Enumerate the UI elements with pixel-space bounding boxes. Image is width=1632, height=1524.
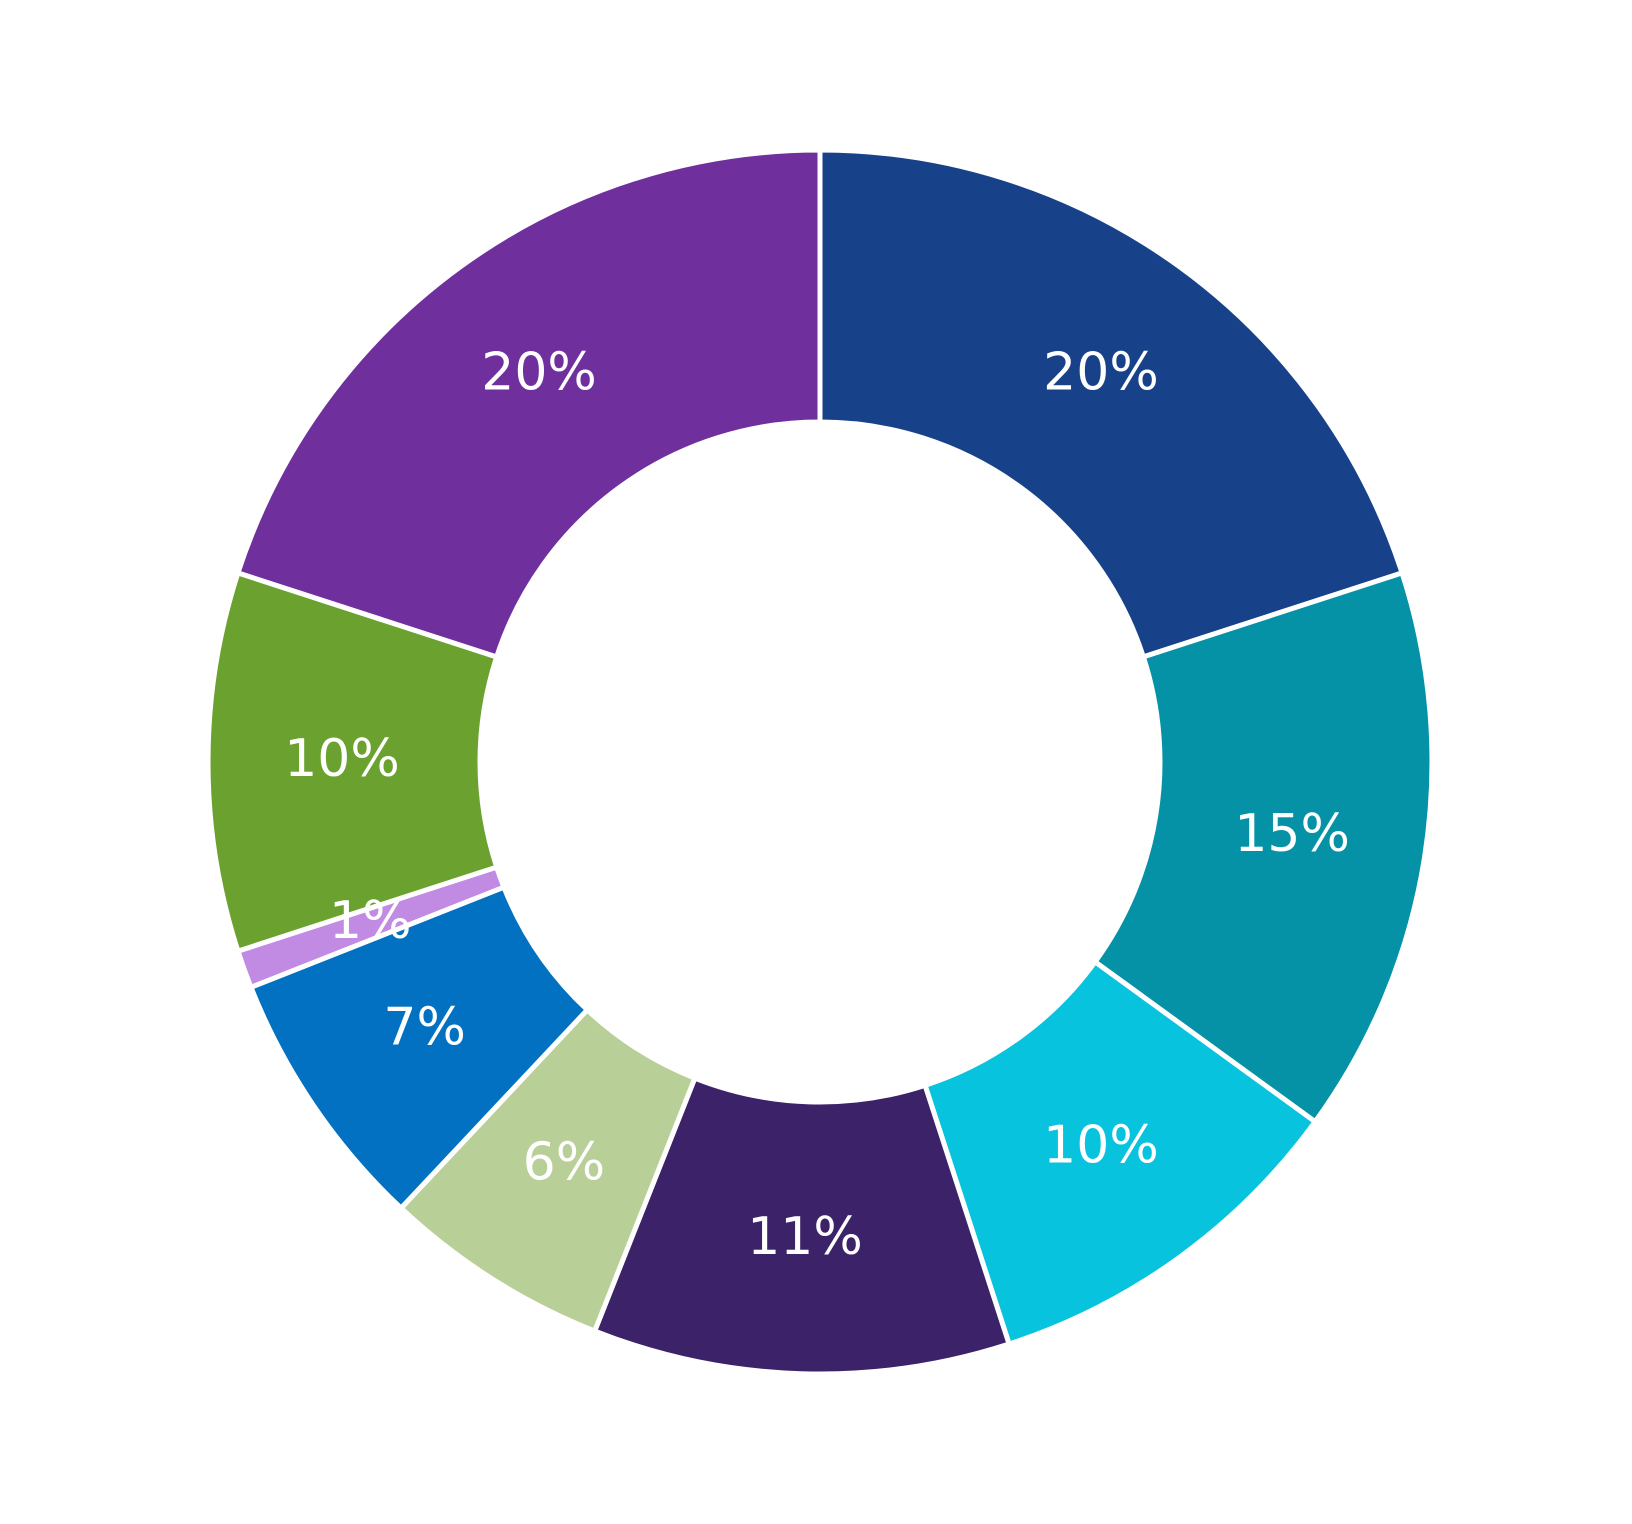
value-label: 1%	[329, 891, 412, 951]
donut-segment	[921, 958, 1319, 1348]
value-label: 7%	[383, 998, 466, 1058]
value-label: 11%	[747, 1207, 863, 1267]
value-label: 20%	[1043, 342, 1159, 402]
value-label: 10%	[284, 729, 400, 789]
donut-segment	[205, 569, 500, 955]
value-label: 20%	[481, 342, 597, 402]
value-label: 15%	[1234, 804, 1350, 864]
donut-segment	[817, 147, 1406, 661]
donut-segment	[1091, 569, 1435, 1126]
donut-segment	[591, 1074, 1013, 1377]
value-label: 6%	[523, 1133, 606, 1193]
value-label: 10%	[1043, 1116, 1159, 1176]
donut-segment	[234, 147, 823, 661]
